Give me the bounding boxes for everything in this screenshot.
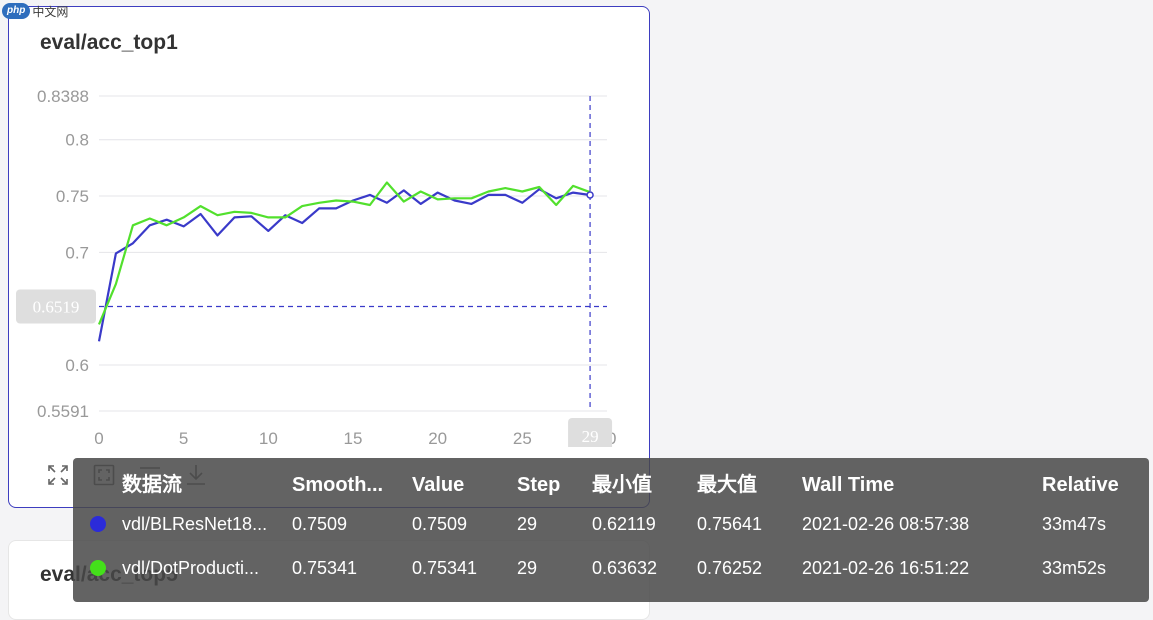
site-logo: php 中文网 bbox=[2, 1, 68, 21]
row-value: 0.7509 bbox=[412, 514, 468, 534]
header-max: 最大值 bbox=[697, 474, 757, 496]
x-tick-label: 5 bbox=[179, 429, 188, 447]
row-smoothed: 0.7509 bbox=[292, 514, 348, 534]
header-step: Step bbox=[517, 474, 561, 496]
x-tick-label: 20 bbox=[428, 429, 447, 447]
cursor-x-label: 29 bbox=[582, 427, 599, 446]
y-tick-label: 0.75 bbox=[56, 187, 89, 206]
header-relative: Relative bbox=[1042, 474, 1119, 496]
series-color-dot bbox=[90, 516, 106, 532]
tooltip-row: vdl/BLResNet18... 0.7509 0.7509 29 0.621… bbox=[73, 509, 1149, 539]
x-tick-label: 15 bbox=[344, 429, 363, 447]
series-color-dot bbox=[90, 560, 106, 576]
header-smoothed: Smooth... bbox=[292, 474, 384, 496]
y-tick-label: 0.7 bbox=[65, 243, 89, 262]
chart-tooltip: 数据流 Smooth... Value Step 最小值 最大值 Wall Ti… bbox=[73, 458, 1149, 602]
logo-text: 中文网 bbox=[32, 4, 69, 19]
line-chart[interactable]: 0.83880.80.750.70.60.55910510152025300.6… bbox=[9, 7, 649, 447]
row-relative: 33m47s bbox=[1042, 514, 1107, 534]
row-stream: vdl/BLResNet18... bbox=[122, 514, 268, 534]
tooltip-header: 数据流 Smooth... Value Step 最小值 最大值 Wall Ti… bbox=[73, 470, 1149, 500]
row-wall-time: 2021-02-26 16:51:22 bbox=[802, 558, 970, 578]
row-max: 0.76252 bbox=[697, 558, 763, 578]
row-stream: vdl/DotProducti... bbox=[122, 558, 260, 578]
row-value: 0.75341 bbox=[412, 558, 478, 578]
row-smoothed: 0.75341 bbox=[292, 558, 358, 578]
tooltip-row: vdl/DotProducti... 0.75341 0.75341 29 0.… bbox=[73, 553, 1149, 583]
series-line bbox=[97, 188, 591, 342]
row-min: 0.63632 bbox=[592, 558, 658, 578]
header-wall-time: Wall Time bbox=[802, 474, 895, 496]
chart-card: eval/acc_top1 0.8388 0.8 0.75 0.7 0.6 0.5591 0… bbox=[8, 6, 650, 508]
cursor-x-label-bg bbox=[568, 418, 613, 447]
row-relative: 33m52s bbox=[1042, 558, 1107, 578]
y-tick-label: 0.8 bbox=[65, 131, 89, 150]
row-step: 29 bbox=[517, 558, 538, 578]
logo-badge: php bbox=[2, 3, 31, 19]
header-min: 最小值 bbox=[592, 474, 652, 496]
x-tick-label: 0 bbox=[94, 429, 103, 447]
row-step: 29 bbox=[517, 514, 538, 534]
cursor-y-label: 0.6519 bbox=[33, 297, 80, 316]
series-line bbox=[97, 181, 591, 325]
x-tick-label: 10 bbox=[259, 429, 278, 447]
y-tick-label: 0.6 bbox=[65, 356, 89, 375]
x-tick-label: 25 bbox=[513, 429, 532, 447]
fullscreen-icon[interactable] bbox=[45, 462, 71, 488]
cursor-point bbox=[586, 191, 594, 199]
row-max: 0.75641 bbox=[697, 514, 763, 534]
header-value: Value bbox=[412, 474, 465, 496]
y-tick-label: 0.8388 bbox=[37, 87, 89, 106]
row-wall-time: 2021-02-26 08:57:38 bbox=[802, 514, 970, 534]
y-tick-label: 0.5591 bbox=[37, 402, 89, 421]
cursor-y-label-bg bbox=[16, 289, 96, 324]
header-stream: 数据流 bbox=[122, 474, 182, 496]
row-min: 0.62119 bbox=[592, 514, 656, 534]
chart-title: eval/acc_top1 bbox=[40, 31, 178, 54]
